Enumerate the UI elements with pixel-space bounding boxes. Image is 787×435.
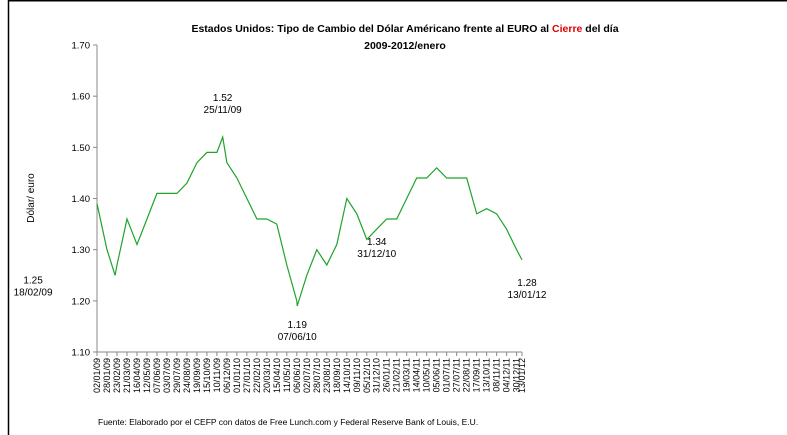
x-tick-label: 23/08/10 xyxy=(322,358,332,393)
annotation-value: 1.19 xyxy=(287,320,307,331)
x-tick-label: 30/12/11 xyxy=(512,358,522,392)
x-tick-label: 27/07/11 xyxy=(452,358,462,392)
x-tick-label: 01/01/10 xyxy=(232,358,242,393)
x-tick-label: 20/03/10 xyxy=(262,358,272,393)
y-tick-label: 1.20 xyxy=(72,296,91,307)
x-tick-label: 22/02/10 xyxy=(252,358,262,393)
annotation-value: 1.28 xyxy=(517,278,537,289)
title-part: del día xyxy=(582,23,618,35)
y-tick-label: 1.70 xyxy=(72,41,91,52)
title-part: Estados Unidos: Tipo de Cambio del Dólar… xyxy=(191,23,552,35)
x-tick-label: 06/06/10 xyxy=(292,358,302,393)
y-tick-label: 1.40 xyxy=(72,194,91,205)
source-note: Fuente: Elaborado por el CEFP con datos … xyxy=(98,417,478,427)
y-tick-label: 1.60 xyxy=(72,92,91,103)
x-tick-label: 21/02/11 xyxy=(392,358,402,392)
annotation-date: 25/11/09 xyxy=(204,105,243,116)
x-tick-label: 24/08/09 xyxy=(182,358,192,393)
x-tick-label: 29/07/09 xyxy=(172,358,182,393)
x-tick-label: 28/07/10 xyxy=(312,358,322,393)
data-line xyxy=(96,134,523,307)
x-tick-label: 31/12/10 xyxy=(372,358,382,393)
x-tick-label: 13/01/12 xyxy=(517,358,527,393)
x-tick-label: 16/04/09 xyxy=(132,358,142,393)
annotation-date: 18/02/09 xyxy=(14,287,53,298)
x-tick-label: 11/05/10 xyxy=(282,358,292,392)
x-tick-label: 08/11/11 xyxy=(492,358,502,392)
annotation-value: 1.34 xyxy=(367,237,387,248)
x-tick-label: 02/01/09 xyxy=(92,358,102,393)
x-tick-label: 12/05/09 xyxy=(142,358,152,393)
x-tick-label: 23/02/09 xyxy=(112,358,122,393)
chart-title: Estados Unidos: Tipo de Cambio del Dólar… xyxy=(191,23,618,35)
annotation-date: 13/01/12 xyxy=(508,290,547,301)
x-tick-label: 13/10/11 xyxy=(482,358,492,392)
x-tick-label: 10/05/11 xyxy=(422,358,432,392)
x-tick-label: 15/10/09 xyxy=(202,358,212,393)
y-tick-label: 1.30 xyxy=(72,245,91,256)
chart-subtitle: 2009-2012/enero xyxy=(364,40,446,52)
x-tick-label: 01/07/11 xyxy=(442,358,452,392)
x-tick-label: 22/08/11 xyxy=(462,358,472,392)
annotation-date: 07/06/10 xyxy=(278,332,317,343)
x-tick-label: 09/11/10 xyxy=(352,358,362,392)
x-tick-label: 02/07/10 xyxy=(302,358,312,393)
x-tick-label: 04/12/11 xyxy=(502,358,512,392)
x-tick-label: 03/07/09 xyxy=(162,358,172,393)
annotation-value: 1.52 xyxy=(213,93,233,104)
title-highlight: Cierre xyxy=(552,23,583,35)
x-tick-label: 19/09/09 xyxy=(192,358,202,393)
y-axis-label: Dólar/ euro xyxy=(26,173,37,223)
x-tick-label: 14/10/10 xyxy=(342,358,352,393)
x-tick-label: 19/03/11 xyxy=(402,358,412,392)
y-tick-label: 1.10 xyxy=(72,348,91,359)
x-tick-label: 15/04/10 xyxy=(272,358,282,393)
x-tick-label: 27/01/10 xyxy=(242,358,252,393)
x-tick-label: 10/11/09 xyxy=(212,358,222,392)
x-tick-label: 06/12/09 xyxy=(222,358,232,393)
x-tick-label: 05/06/11 xyxy=(432,358,442,392)
x-tick-label: 26/01/11 xyxy=(382,358,392,392)
x-tick-label: 05/12/10 xyxy=(362,358,372,393)
annotation-value: 1.25 xyxy=(23,275,43,286)
x-tick-label: 14/04/11 xyxy=(412,358,422,392)
x-tick-label: 18/09/10 xyxy=(332,358,342,393)
annotation-date: 31/12/10 xyxy=(357,249,396,260)
x-tick-label: 07/06/09 xyxy=(152,358,162,393)
x-tick-label: 17/09/11 xyxy=(472,358,482,392)
x-tick-label: 28/01/09 xyxy=(102,358,112,393)
x-tick-label: 21/03/09 xyxy=(122,358,132,393)
y-tick-label: 1.50 xyxy=(72,143,91,154)
